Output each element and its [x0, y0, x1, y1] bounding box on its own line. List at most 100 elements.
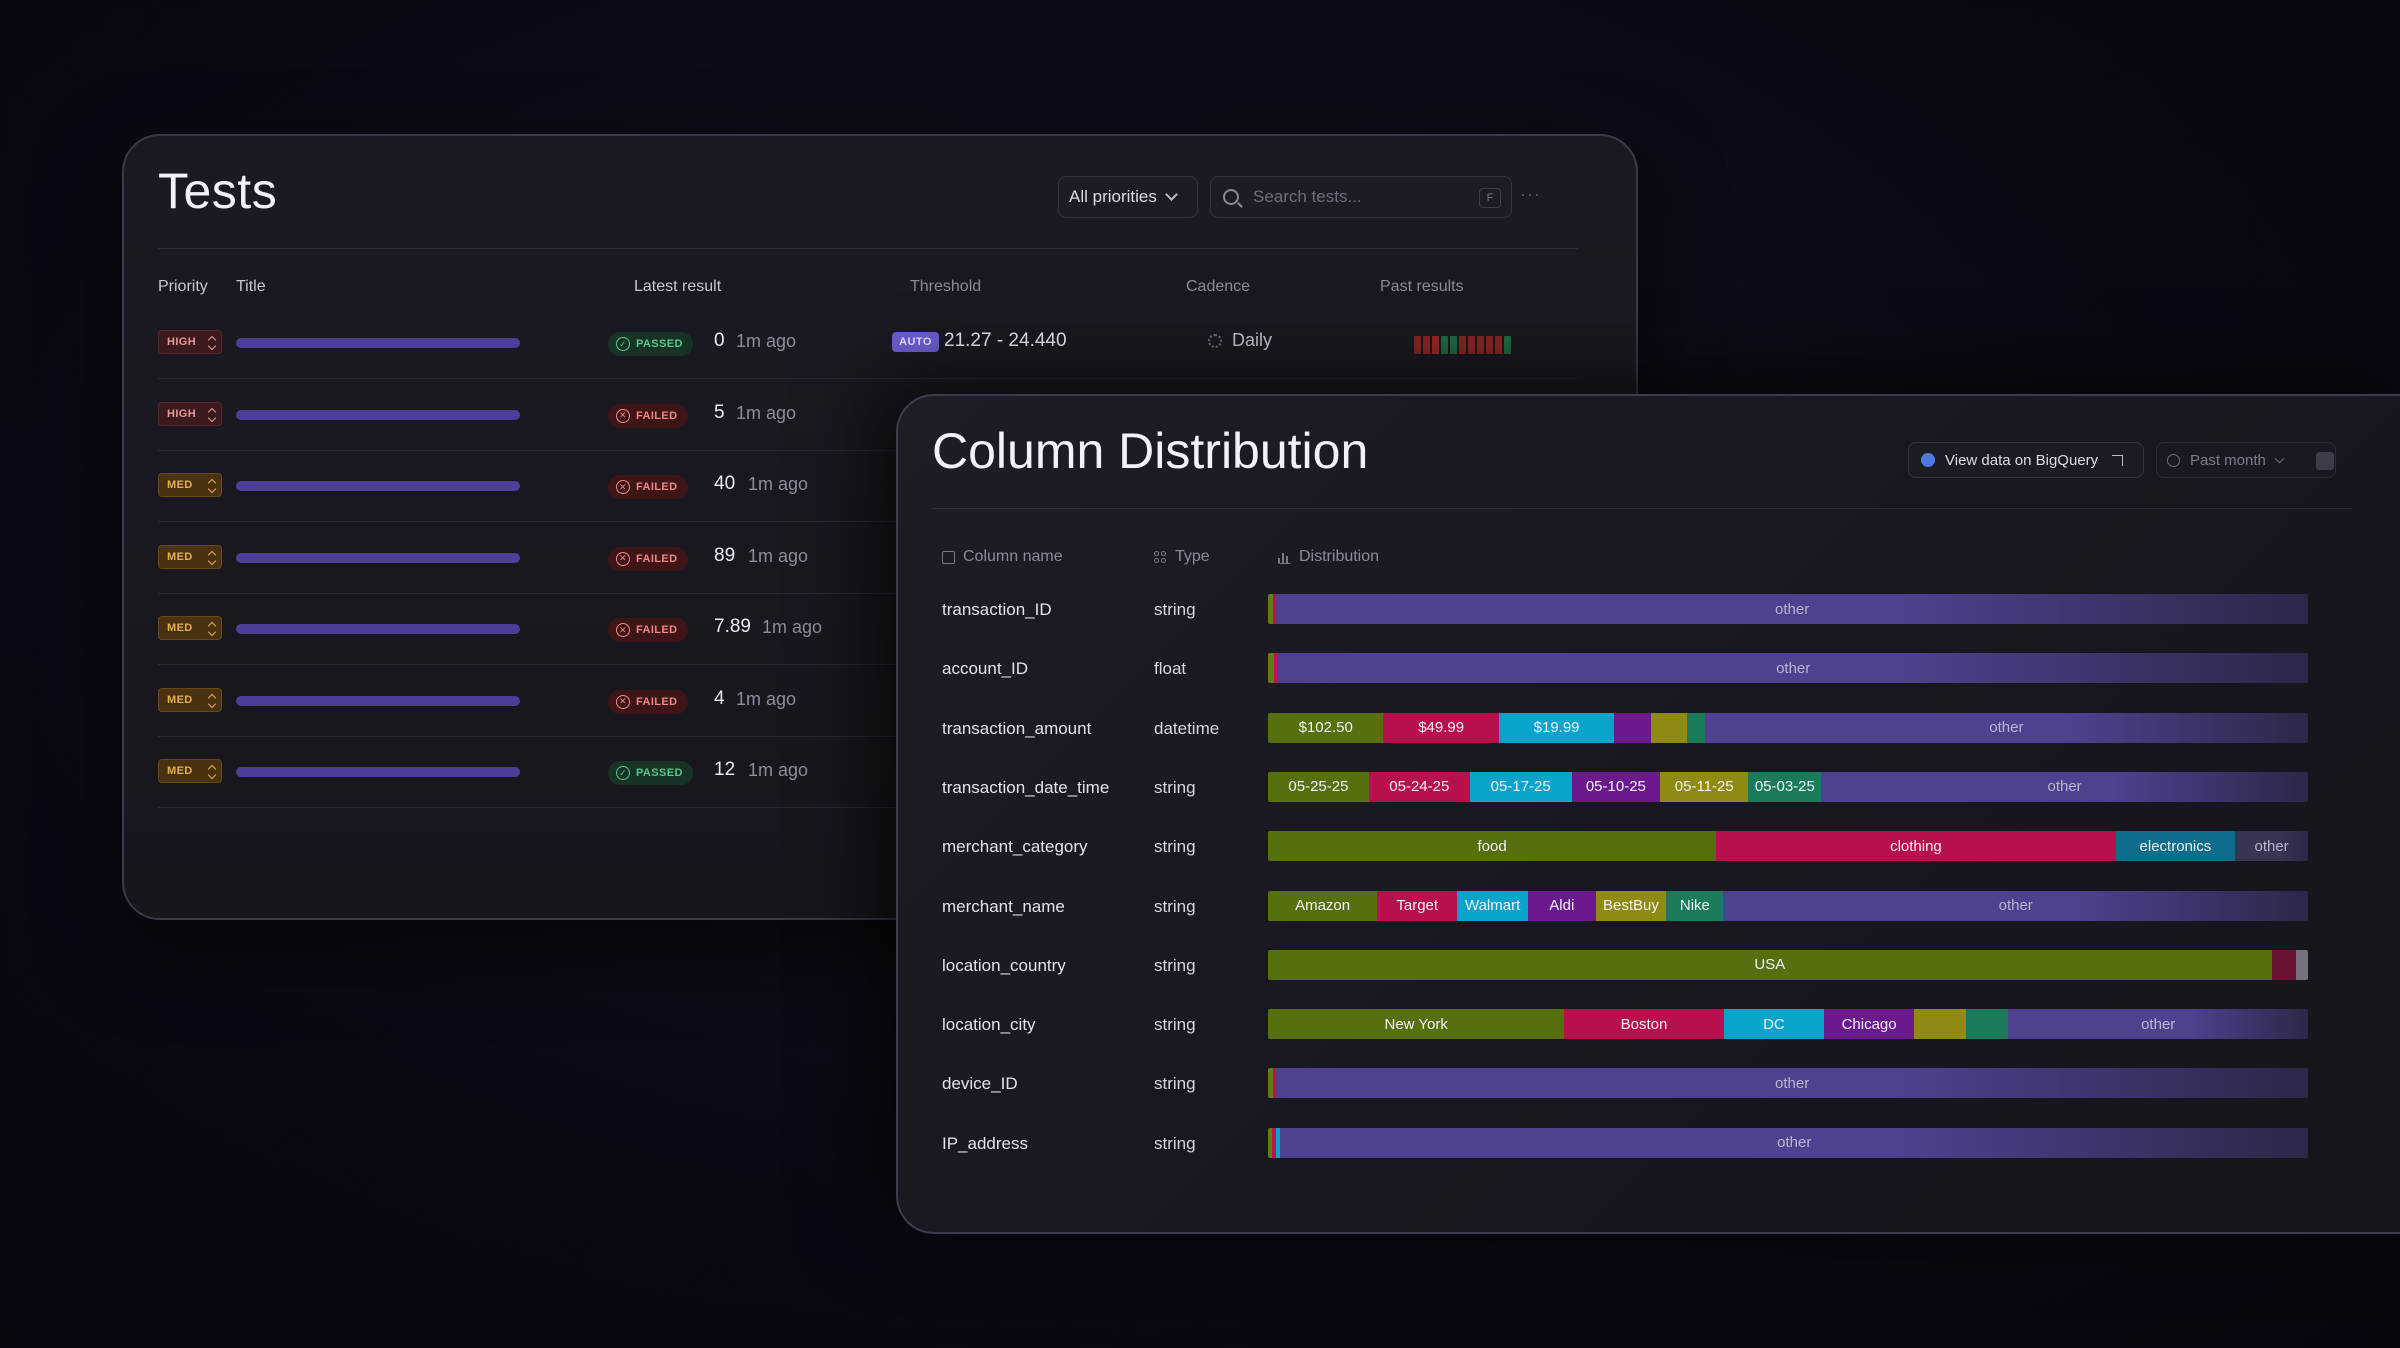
- distribution-segment[interactable]: other: [1723, 890, 2308, 921]
- past-result-marker[interactable]: [1504, 336, 1511, 354]
- past-result-marker[interactable]: [1468, 336, 1475, 354]
- column-header-title[interactable]: Title: [236, 278, 266, 295]
- table-row[interactable]: MED ✕ FAILED 89 1m ago: [158, 523, 1578, 594]
- distribution-segment[interactable]: [1268, 1127, 1273, 1158]
- table-row[interactable]: MED ✕ FAILED 4 1m ago: [158, 666, 1578, 737]
- view-bigquery-button[interactable]: View data on BigQuery: [1908, 442, 2144, 478]
- distribution-segment[interactable]: [1913, 1009, 1966, 1040]
- distribution-segment[interactable]: [1268, 594, 1274, 624]
- title-placeholder-bar[interactable]: [236, 409, 520, 420]
- priority-badge[interactable]: MED: [158, 473, 222, 497]
- table-row[interactable]: MED ✕ FAILED 40 1m ago: [158, 451, 1578, 522]
- distribution-row[interactable]: transaction_amount datetime $102.50 $49.99 $…: [898, 711, 2398, 751]
- past-result-marker[interactable]: [1459, 336, 1466, 354]
- past-result-marker[interactable]: [1441, 336, 1448, 354]
- search-input[interactable]: [1253, 187, 1473, 207]
- distribution-row[interactable]: device_ID string other: [898, 1066, 2398, 1106]
- distribution-segment[interactable]: [1687, 712, 1705, 743]
- distribution-segment[interactable]: 05-24-25: [1368, 771, 1470, 802]
- distribution-row[interactable]: transaction_date_time string 05-25-25 05-24…: [898, 770, 2398, 810]
- past-result-marker[interactable]: [1450, 336, 1457, 354]
- distribution-segment[interactable]: 05-11-25: [1660, 771, 1749, 802]
- column-header-name[interactable]: Column name: [942, 548, 1063, 566]
- table-row[interactable]: MED ✓ PASSED 12 1m ago: [158, 737, 1578, 808]
- distribution-segment[interactable]: [2271, 949, 2296, 980]
- distribution-segment[interactable]: BestBuy: [1595, 890, 1667, 921]
- column-header-threshold[interactable]: Threshold: [910, 278, 982, 295]
- distribution-row[interactable]: IP_address string other: [898, 1126, 2398, 1166]
- column-header-cadence[interactable]: Cadence: [1186, 278, 1251, 295]
- distribution-segment[interactable]: Amazon: [1268, 890, 1378, 921]
- table-row[interactable]: HIGH ✓ PASSED 0 1m ago AUTO 21.27 - 24.440 Dail…: [158, 308, 1578, 379]
- title-placeholder-bar[interactable]: [236, 624, 520, 634]
- distribution-segment[interactable]: $49.99: [1383, 712, 1499, 743]
- distribution-segment[interactable]: [1276, 1127, 1281, 1158]
- title-placeholder-bar[interactable]: [236, 481, 520, 491]
- title-placeholder-bar[interactable]: [236, 552, 520, 563]
- distribution-segment[interactable]: Walmart: [1457, 890, 1528, 921]
- priority-filter-dropdown[interactable]: All priorities: [1058, 176, 1198, 218]
- priority-badge[interactable]: MED: [158, 687, 222, 712]
- distribution-row[interactable]: transaction_ID string other: [898, 592, 2398, 632]
- distribution-segment[interactable]: [1650, 712, 1688, 743]
- distribution-segment[interactable]: 05-17-25: [1469, 771, 1572, 802]
- title-placeholder-bar[interactable]: [236, 695, 520, 706]
- distribution-segment[interactable]: Chicago: [1824, 1009, 1914, 1040]
- distribution-segment[interactable]: New York: [1268, 1009, 1565, 1040]
- distribution-segment[interactable]: [1268, 1068, 1274, 1099]
- distribution-segment[interactable]: electronics: [2115, 831, 2236, 862]
- distribution-segment[interactable]: [1614, 712, 1651, 743]
- distribution-segment[interactable]: Target: [1377, 890, 1458, 921]
- more-options-icon[interactable]: ···: [1520, 184, 1541, 204]
- column-header-priority[interactable]: Priority: [158, 278, 208, 295]
- distribution-segment[interactable]: [1273, 594, 1277, 624]
- distribution-segment[interactable]: other: [1278, 653, 2308, 684]
- distribution-segment[interactable]: food: [1268, 831, 1717, 862]
- distribution-segment[interactable]: [1273, 1068, 1277, 1099]
- column-header-latest-result[interactable]: Latest result: [634, 278, 722, 295]
- distribution-row[interactable]: merchant_category string food clothing elect…: [898, 829, 2398, 869]
- distribution-segment[interactable]: other: [2235, 831, 2308, 862]
- priority-badge[interactable]: MED: [158, 544, 222, 569]
- distribution-row[interactable]: merchant_name string Amazon Target Walmart Al…: [898, 889, 2398, 929]
- distribution-row[interactable]: location_city string New York Boston DC Chica…: [898, 1007, 2398, 1047]
- distribution-segment[interactable]: Boston: [1564, 1009, 1724, 1040]
- distribution-segment[interactable]: $19.99: [1498, 712, 1615, 743]
- distribution-segment[interactable]: other: [1276, 594, 2308, 624]
- distribution-segment[interactable]: other: [1280, 1127, 2308, 1158]
- priority-badge[interactable]: HIGH: [158, 330, 222, 354]
- distribution-segment[interactable]: $102.50: [1268, 712, 1384, 743]
- distribution-segment[interactable]: [1268, 653, 1275, 684]
- distribution-segment[interactable]: 05-10-25: [1571, 771, 1661, 802]
- panel-toggle-button[interactable]: [2316, 452, 2334, 470]
- column-header-past-results[interactable]: Past results: [1380, 278, 1464, 295]
- distribution-segment[interactable]: other: [1821, 771, 2308, 802]
- title-placeholder-bar[interactable]: [236, 338, 520, 348]
- distribution-segment[interactable]: clothing: [1716, 831, 2116, 862]
- past-result-marker[interactable]: [1495, 336, 1502, 354]
- priority-badge[interactable]: HIGH: [158, 401, 222, 426]
- distribution-segment[interactable]: USA: [1268, 949, 2272, 980]
- priority-badge[interactable]: MED: [158, 759, 222, 783]
- table-row[interactable]: MED ✕ FAILED 7.89 1m ago: [158, 594, 1578, 665]
- period-dropdown[interactable]: Past month: [2156, 442, 2336, 478]
- distribution-segment[interactable]: [2295, 949, 2308, 980]
- distribution-segment[interactable]: 05-25-25: [1268, 771, 1369, 802]
- distribution-segment[interactable]: [1274, 653, 1279, 684]
- search-box[interactable]: F: [1210, 176, 1512, 218]
- past-result-marker[interactable]: [1477, 336, 1484, 354]
- title-placeholder-bar[interactable]: [236, 767, 520, 777]
- past-result-marker[interactable]: [1414, 336, 1421, 354]
- column-header-type[interactable]: Type: [1154, 548, 1210, 566]
- distribution-segment[interactable]: Aldi: [1527, 890, 1596, 921]
- distribution-segment[interactable]: [1272, 1127, 1277, 1158]
- past-result-marker[interactable]: [1486, 336, 1493, 354]
- distribution-row[interactable]: account_ID float other: [898, 651, 2398, 691]
- distribution-segment[interactable]: other: [2008, 1009, 2308, 1040]
- priority-badge[interactable]: MED: [158, 616, 222, 640]
- distribution-segment[interactable]: 05-03-25: [1748, 771, 1822, 802]
- distribution-segment[interactable]: other: [1276, 1068, 2308, 1099]
- distribution-segment[interactable]: other: [1704, 712, 2308, 743]
- past-result-marker[interactable]: [1432, 336, 1439, 354]
- distribution-segment[interactable]: Nike: [1666, 890, 1724, 921]
